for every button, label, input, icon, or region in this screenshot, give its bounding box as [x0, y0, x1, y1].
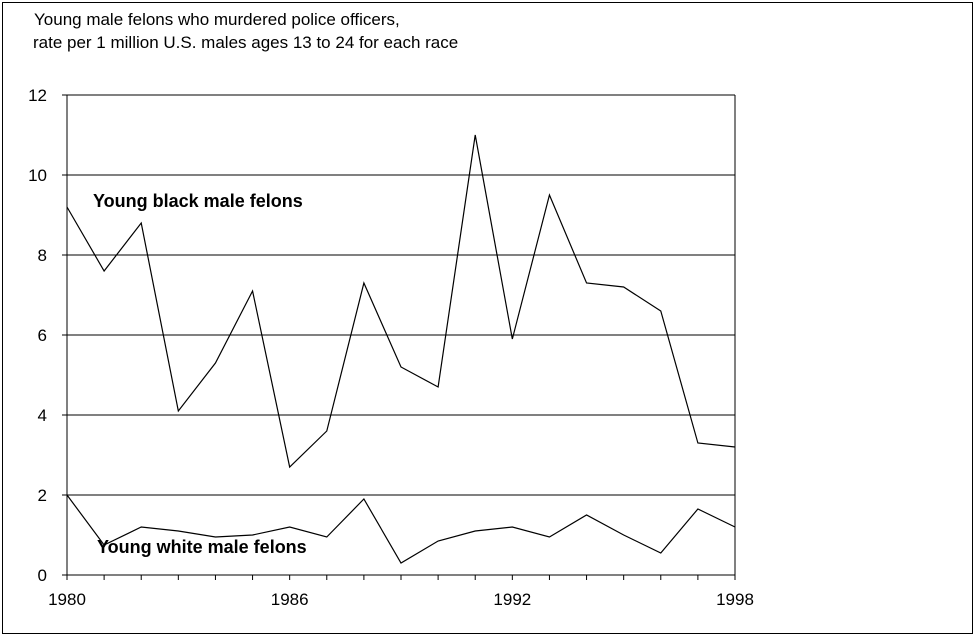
series-label-0: Young black male felons: [93, 191, 303, 211]
x-tick-label-1998: 1998: [716, 590, 754, 609]
y-tick-label-0: 0: [38, 566, 47, 585]
x-tick-label-1986: 1986: [271, 590, 309, 609]
y-tick-label-6: 6: [38, 326, 47, 345]
y-tick-label-8: 8: [38, 246, 47, 265]
series-line-0: [66, 134, 736, 469]
chart-title-line-2: rate per 1 million U.S. males ages 13 to…: [33, 33, 459, 52]
x-tick-label-1992: 1992: [493, 590, 531, 609]
y-tick-label-4: 4: [38, 406, 47, 425]
series-line-1: [66, 494, 736, 564]
x-tick-label-1980: 1980: [48, 590, 86, 609]
chart-title-line-1: Young male felons who murdered police of…: [34, 10, 400, 29]
y-tick-label-2: 2: [38, 486, 47, 505]
series-label-1: Young white male felons: [97, 537, 307, 557]
y-tick-label-12: 12: [28, 86, 47, 105]
y-tick-label-10: 10: [28, 166, 47, 185]
